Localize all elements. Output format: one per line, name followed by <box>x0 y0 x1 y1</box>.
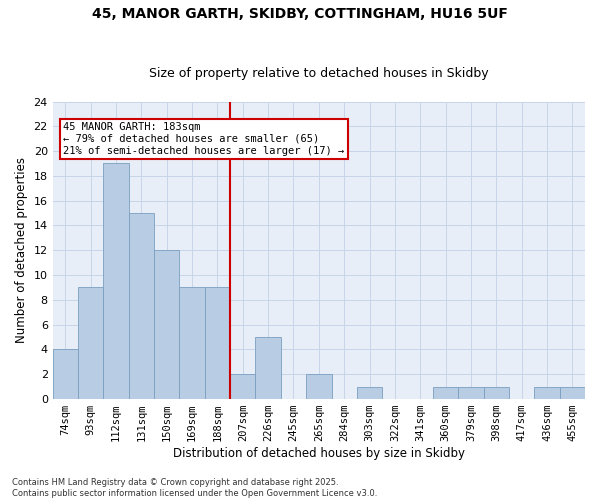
Bar <box>53 350 78 399</box>
Bar <box>154 250 179 399</box>
Y-axis label: Number of detached properties: Number of detached properties <box>15 158 28 344</box>
Bar <box>103 164 129 399</box>
Bar <box>535 386 560 399</box>
Bar <box>306 374 332 399</box>
Bar <box>179 288 205 399</box>
Bar <box>256 337 281 399</box>
Bar <box>484 386 509 399</box>
Bar <box>357 386 382 399</box>
Bar <box>230 374 256 399</box>
Text: 45 MANOR GARTH: 183sqm
← 79% of detached houses are smaller (65)
21% of semi-det: 45 MANOR GARTH: 183sqm ← 79% of detached… <box>64 122 344 156</box>
Title: Size of property relative to detached houses in Skidby: Size of property relative to detached ho… <box>149 66 488 80</box>
Bar <box>433 386 458 399</box>
Bar <box>78 288 103 399</box>
Bar <box>129 213 154 399</box>
Text: 45, MANOR GARTH, SKIDBY, COTTINGHAM, HU16 5UF: 45, MANOR GARTH, SKIDBY, COTTINGHAM, HU1… <box>92 8 508 22</box>
Text: Contains HM Land Registry data © Crown copyright and database right 2025.
Contai: Contains HM Land Registry data © Crown c… <box>12 478 377 498</box>
Bar <box>205 288 230 399</box>
X-axis label: Distribution of detached houses by size in Skidby: Distribution of detached houses by size … <box>173 447 465 460</box>
Bar <box>560 386 585 399</box>
Bar <box>458 386 484 399</box>
